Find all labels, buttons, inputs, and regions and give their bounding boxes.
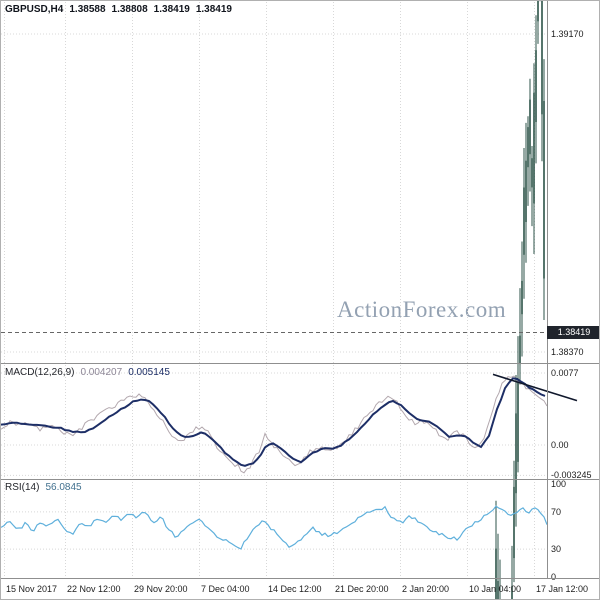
panel-separator[interactable] (1, 479, 599, 480)
candle-wicks (495, 1, 545, 599)
time-tick-label: 17 Jan 12:00 (536, 584, 589, 594)
axis-tick-label: 0.00 (551, 440, 569, 450)
candles-layer (495, 1, 545, 599)
axis-tick-label: 30 (551, 544, 562, 555)
axis-tick-label: 1.38370 (551, 347, 584, 357)
time-tick-label: 2 Jan 20:00 (402, 584, 450, 594)
macd-indicator-label: MACD(12,26,9) 0.004207 0.005145 (5, 367, 170, 378)
ohlc-open: 1.38588 (69, 4, 106, 15)
macd-signal-line (1, 377, 546, 467)
symbol-timeframe: GBPUSD,H4 (5, 4, 64, 15)
time-tick-label: 21 Dec 20:00 (335, 584, 389, 594)
rsi-indicator-label: RSI(14) 56.0845 (5, 482, 82, 493)
axis-tick-label: 1.39170 (551, 29, 584, 39)
rsi-line (1, 505, 548, 550)
axis-tick-label: 70 (551, 506, 562, 517)
macd-main-value: 0.004207 (80, 367, 123, 378)
rsi-value: 56.0845 (45, 482, 82, 493)
ohlc-high: 1.38808 (111, 4, 148, 15)
macd-name: MACD(12,26,9) (5, 367, 75, 378)
time-tick-label: 10 Jan 04:00 (469, 584, 522, 594)
macd-signal-value: 0.005145 (128, 367, 170, 378)
ohlc-header: GBPUSD,H4 1.38588 1.38808 1.38419 1.3841… (5, 4, 232, 15)
axis-tick-label: 0 (551, 572, 557, 582)
time-tick-label: 15 Nov 2017 (6, 584, 58, 594)
time-tick-label: 29 Nov 20:00 (134, 584, 188, 594)
time-tick-label: 7 Dec 04:00 (201, 584, 250, 594)
macd-main-line (1, 375, 548, 474)
axis-tick-label: 100 (551, 479, 567, 489)
grid-layer (1, 2, 547, 578)
current-price-tag: 1.38419 (547, 326, 599, 339)
time-tick-label: 14 Dec 12:00 (268, 584, 322, 594)
axis-tick-label: 0.0077 (551, 368, 579, 378)
ohlc-close: 1.38419 (195, 4, 232, 15)
panel-separator[interactable] (1, 363, 599, 364)
time-tick-label: 22 Nov 12:00 (67, 584, 121, 594)
axis-tick-label: -0.003245 (551, 470, 592, 481)
rsi-name: RSI(14) (5, 482, 40, 493)
macd-trendline[interactable] (492, 373, 578, 402)
watermark: ActionForex.com (337, 297, 507, 322)
ohlc-low: 1.38419 (153, 4, 190, 15)
panel-separator[interactable] (1, 578, 599, 579)
